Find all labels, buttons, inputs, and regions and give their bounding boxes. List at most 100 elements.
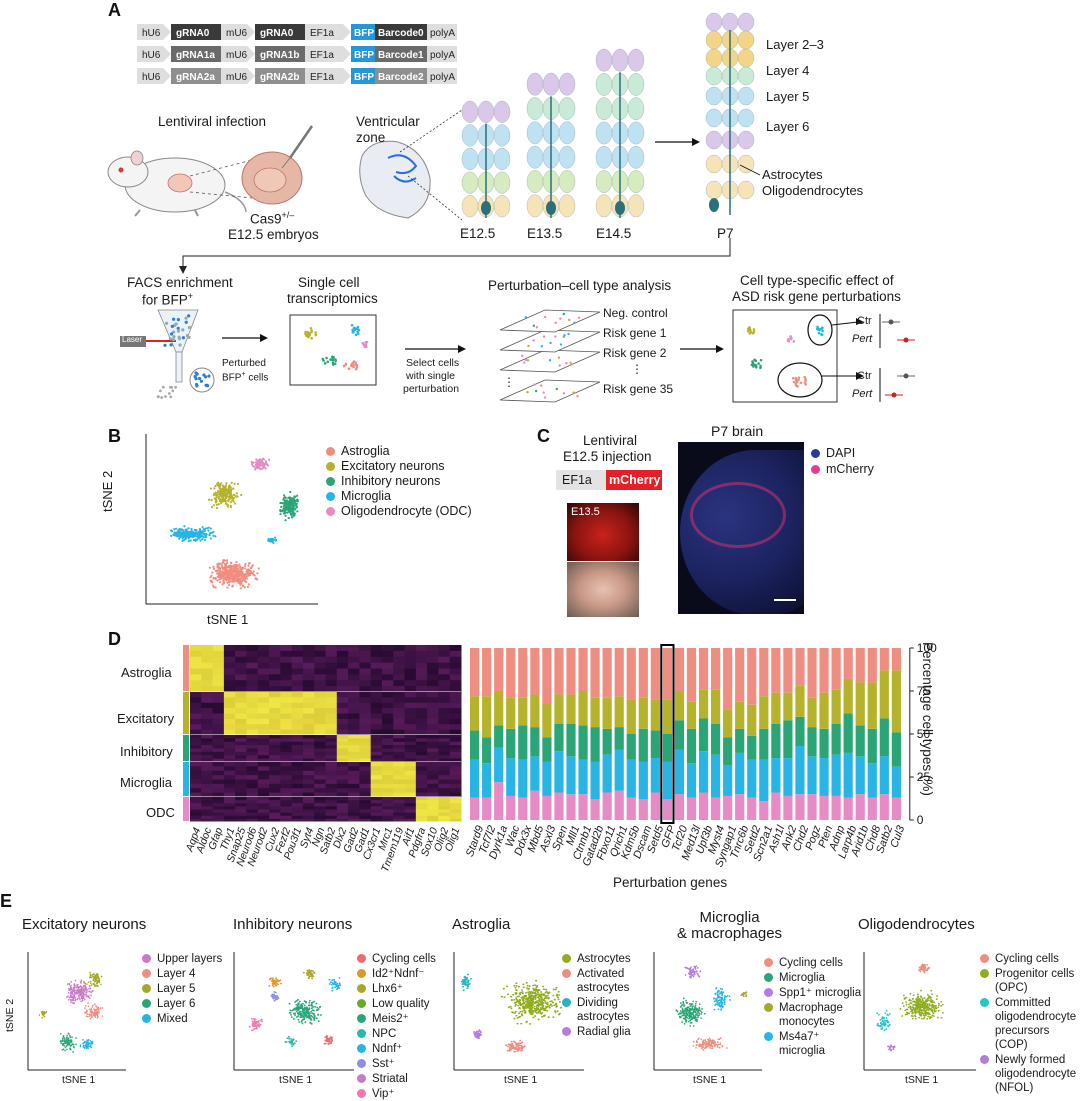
heatmap-cell: [190, 651, 202, 657]
celltype-effect-1: Cell type-specific effect of: [740, 273, 894, 288]
heatmap-cell: [292, 766, 304, 771]
scatter-point: [352, 331, 355, 334]
scatter-point: [183, 525, 185, 527]
astrocytes-label: Astrocytes: [762, 167, 823, 182]
heatmap-cell: [393, 810, 405, 814]
scatter-point: [311, 970, 313, 972]
heatmap-cell: [337, 735, 349, 739]
scatter-point: [683, 1014, 685, 1016]
heatmap-cell: [201, 724, 213, 730]
heatmap-cell: [405, 714, 417, 720]
heatmap-cell: [314, 749, 326, 753]
neuron-cell: [494, 172, 510, 194]
bar-segment-microglia: [566, 756, 575, 794]
heatmap-cell: [416, 775, 428, 780]
legend-dot: [562, 954, 571, 963]
scatter-point: [702, 1046, 704, 1048]
bar-segment-microglia: [542, 762, 551, 796]
scatter-point: [301, 1021, 303, 1023]
heatmap-cell: [382, 745, 394, 749]
scatter-point: [90, 981, 92, 983]
heatmap-cell: [292, 780, 304, 785]
heatmap-cell: [438, 780, 450, 785]
heatmap-cell: [405, 810, 417, 814]
scatter-point: [96, 1006, 98, 1008]
scatter-point: [527, 989, 529, 991]
heatmap-cell: [201, 771, 213, 776]
scatter-point: [310, 327, 313, 330]
cell-dot: [177, 330, 180, 333]
scatter-point: [534, 984, 536, 986]
scatter-point: [753, 328, 756, 331]
scatter-point: [538, 1005, 540, 1007]
heatmap-cell: [359, 806, 371, 810]
heatmap-cell: [438, 645, 450, 651]
neuron-cell: [738, 67, 754, 85]
scatter-point: [273, 991, 275, 993]
scatter-point: [76, 991, 78, 993]
layer-4-label: Layer 4: [766, 63, 809, 78]
scatter-point: [519, 994, 521, 996]
construct-text: hU6: [142, 50, 161, 61]
heatmap-cell: [427, 742, 439, 746]
heatmap-cell: [326, 810, 338, 814]
heatmap-cell: [393, 719, 405, 725]
scatter-point: [752, 332, 755, 335]
heatmap-cell: [438, 755, 450, 759]
heatmap-cell: [224, 788, 236, 793]
scatter-point: [683, 1010, 685, 1012]
heatmap-cell: [292, 680, 304, 686]
scatter-point: [525, 992, 527, 994]
lentiviral-infection-label: Lentiviral infection: [158, 114, 266, 129]
heatmap-cell: [405, 766, 417, 771]
neuron-cell: [596, 73, 612, 95]
bar-segment-inhibitory: [675, 720, 684, 749]
heatmap-cell: [269, 651, 281, 657]
scatter-point: [352, 366, 355, 369]
heatmap-cell: [235, 735, 247, 739]
heatmap-cell: [246, 800, 258, 804]
bar-segment-excitatory: [506, 698, 515, 729]
scatter-point: [299, 1001, 301, 1003]
scatter-point: [97, 1017, 99, 1019]
scatter-point: [90, 1010, 92, 1012]
bar-segment-excitatory: [735, 701, 744, 729]
neuron-cell: [559, 170, 575, 192]
scatter-point: [721, 998, 723, 1000]
bar-segment-astroglia: [892, 648, 901, 670]
heatmap-cell: [359, 669, 371, 675]
scatter-point: [65, 1042, 67, 1044]
bar-segment-odc: [470, 798, 479, 820]
heatmap-cell: [382, 752, 394, 756]
bar-segment-inhibitory: [807, 727, 816, 756]
heatmap-cell: [393, 735, 405, 739]
scatter-point: [534, 998, 536, 1000]
bar-segment-inhibitory: [856, 725, 865, 756]
scatter-point: [226, 571, 228, 573]
scatter-point: [530, 994, 532, 996]
scatter-point: [514, 1012, 516, 1014]
heatmap-cell: [450, 735, 462, 739]
scatter-point: [337, 985, 339, 987]
scatter-point: [334, 358, 337, 361]
scatter-point: [292, 1009, 294, 1011]
heatmap-cell: [371, 742, 383, 746]
heatmap-cell: [348, 788, 360, 793]
heatmap-cell: [269, 810, 281, 814]
heatmap-cell: [326, 703, 338, 709]
heatmap-cell: [371, 708, 383, 714]
panel-e-legend-item: Layer 5: [142, 982, 242, 996]
scatter-point: [685, 974, 687, 976]
legend-label: Excitatory neurons: [341, 459, 445, 473]
heatmap-cell: [427, 745, 439, 749]
heatmap-cell: [427, 749, 439, 753]
scatter-point: [95, 1005, 97, 1007]
bar-segment-odc: [747, 798, 756, 820]
cell-dot: [170, 386, 173, 389]
heatmap-cell: [348, 771, 360, 776]
embryos-label: E12.5 embryos: [228, 227, 319, 242]
heatmap-cell: [371, 749, 383, 753]
scatter-point: [230, 574, 232, 576]
heatmap-cell: [224, 719, 236, 725]
bar-segment-excitatory: [651, 700, 660, 731]
